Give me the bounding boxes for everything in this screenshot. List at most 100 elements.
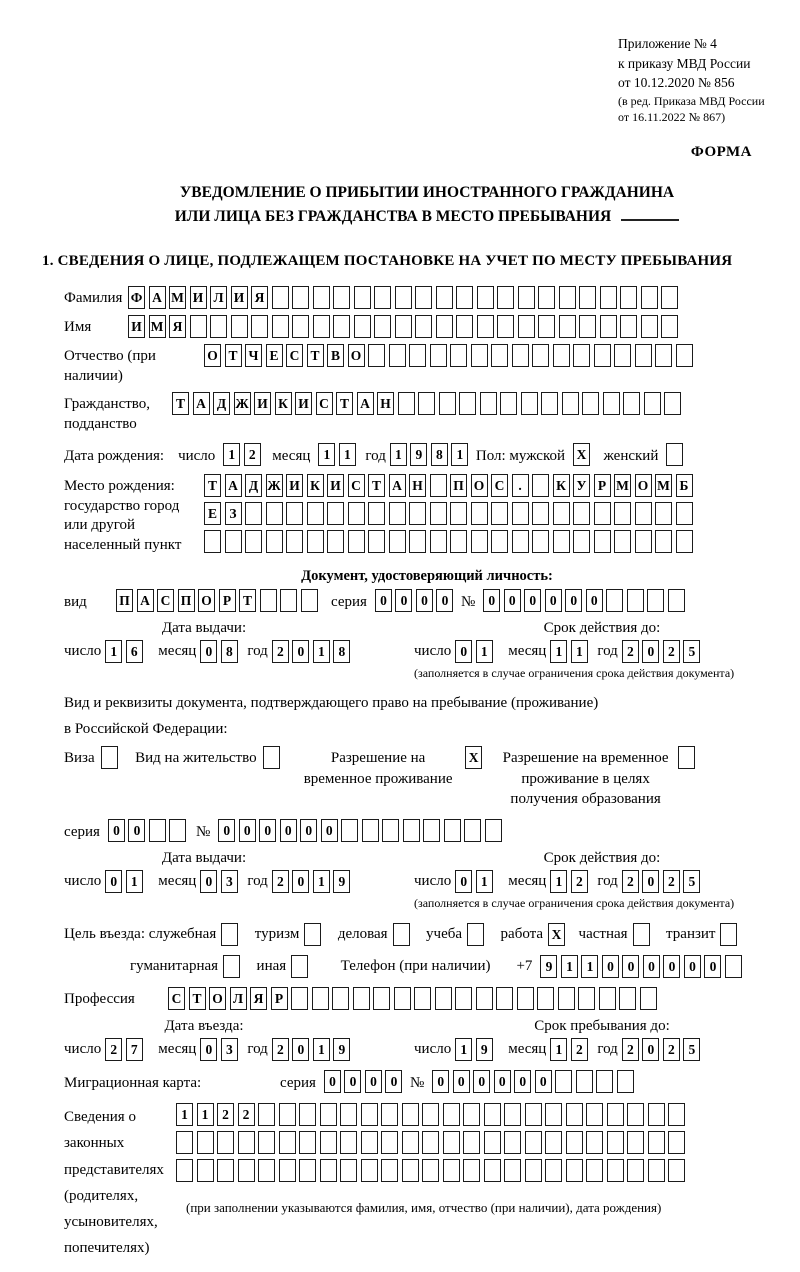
- char-box[interactable]: П: [177, 589, 195, 613]
- char-box[interactable]: Ч: [245, 344, 262, 368]
- char-box[interactable]: [555, 1070, 573, 1094]
- char-box[interactable]: [483, 1131, 501, 1155]
- char-box[interactable]: [306, 502, 324, 526]
- char-box[interactable]: [196, 1131, 214, 1155]
- char-box[interactable]: 0: [107, 819, 125, 843]
- char-box[interactable]: И: [254, 392, 271, 416]
- char-box[interactable]: С: [347, 474, 365, 498]
- char-box[interactable]: 0: [436, 589, 454, 613]
- char-box[interactable]: [388, 530, 406, 554]
- char-box[interactable]: 2: [662, 1038, 680, 1062]
- char-box[interactable]: [341, 819, 359, 843]
- char-box[interactable]: [258, 1103, 275, 1127]
- char-box[interactable]: [429, 530, 447, 554]
- char-box[interactable]: 0: [452, 1070, 470, 1094]
- char-box[interactable]: [368, 530, 385, 554]
- char-box[interactable]: Т: [368, 474, 385, 498]
- char-box[interactable]: Л: [229, 987, 247, 1011]
- char-box[interactable]: 1: [455, 1038, 473, 1062]
- char-box[interactable]: [189, 315, 207, 339]
- char-box[interactable]: 1: [105, 640, 123, 664]
- char-box[interactable]: [368, 502, 385, 526]
- char-box[interactable]: [409, 502, 426, 526]
- transit-checkbox[interactable]: [720, 923, 738, 947]
- char-box[interactable]: К: [306, 474, 324, 498]
- char-box[interactable]: [504, 1131, 521, 1155]
- char-box[interactable]: [422, 1103, 439, 1127]
- char-box[interactable]: [360, 1103, 378, 1127]
- char-box[interactable]: 0: [128, 819, 146, 843]
- char-box[interactable]: 0: [395, 589, 413, 613]
- char-box[interactable]: 2: [237, 1103, 255, 1127]
- char-box[interactable]: [259, 589, 277, 613]
- char-box[interactable]: А: [388, 474, 406, 498]
- char-box[interactable]: [675, 344, 693, 368]
- char-box[interactable]: [619, 987, 636, 1011]
- char-box[interactable]: 8: [430, 443, 448, 467]
- char-box[interactable]: [245, 530, 262, 554]
- char-box[interactable]: [634, 530, 652, 554]
- char-box[interactable]: 1: [312, 640, 330, 664]
- char-box[interactable]: [463, 1131, 480, 1155]
- char-box[interactable]: [176, 1131, 193, 1155]
- char-box[interactable]: [606, 1103, 624, 1127]
- char-box[interactable]: [271, 315, 289, 339]
- char-box[interactable]: [593, 530, 611, 554]
- char-box[interactable]: [579, 315, 596, 339]
- male-sex-checkbox[interactable]: X: [573, 443, 591, 467]
- char-box[interactable]: [422, 1131, 439, 1155]
- char-box[interactable]: Р: [593, 474, 611, 498]
- char-box[interactable]: 2: [570, 1038, 588, 1062]
- char-box[interactable]: И: [295, 392, 312, 416]
- char-box[interactable]: [450, 502, 467, 526]
- phone-digit-box[interactable]: 9: [540, 955, 558, 979]
- char-box[interactable]: Я: [169, 315, 186, 339]
- char-box[interactable]: [353, 286, 371, 310]
- char-box[interactable]: [401, 1103, 419, 1127]
- char-box[interactable]: 0: [374, 589, 392, 613]
- char-box[interactable]: [464, 819, 482, 843]
- char-box[interactable]: [438, 392, 456, 416]
- char-box[interactable]: 1: [312, 1038, 330, 1062]
- char-box[interactable]: П: [450, 474, 467, 498]
- char-box[interactable]: [647, 589, 665, 613]
- char-box[interactable]: Я: [250, 987, 267, 1011]
- char-box[interactable]: 6: [125, 640, 143, 664]
- char-box[interactable]: 0: [432, 1070, 450, 1094]
- char-box[interactable]: [532, 530, 549, 554]
- char-box[interactable]: [668, 1103, 685, 1127]
- char-box[interactable]: 3: [220, 1038, 238, 1062]
- char-box[interactable]: [537, 987, 554, 1011]
- char-box[interactable]: [311, 987, 329, 1011]
- char-box[interactable]: 0: [455, 640, 473, 664]
- char-box[interactable]: [614, 530, 631, 554]
- char-box[interactable]: 1: [550, 870, 568, 894]
- char-box[interactable]: [291, 987, 308, 1011]
- char-box[interactable]: [327, 530, 344, 554]
- char-box[interactable]: [368, 344, 385, 368]
- char-box[interactable]: О: [634, 474, 652, 498]
- char-box[interactable]: Ж: [233, 392, 251, 416]
- char-box[interactable]: 9: [333, 870, 351, 894]
- char-box[interactable]: [558, 286, 576, 310]
- char-box[interactable]: [599, 286, 617, 310]
- char-box[interactable]: 1: [475, 870, 493, 894]
- char-box[interactable]: 0: [292, 1038, 310, 1062]
- char-box[interactable]: 0: [105, 870, 123, 894]
- char-box[interactable]: [148, 819, 166, 843]
- char-box[interactable]: [614, 344, 631, 368]
- char-box[interactable]: 2: [271, 640, 289, 664]
- char-box[interactable]: [463, 1103, 480, 1127]
- char-box[interactable]: [393, 987, 411, 1011]
- char-box[interactable]: [374, 315, 391, 339]
- char-box[interactable]: 2: [621, 870, 639, 894]
- char-box[interactable]: 1: [550, 640, 568, 664]
- char-box[interactable]: 0: [534, 1070, 552, 1094]
- char-box[interactable]: С: [286, 344, 303, 368]
- char-box[interactable]: [394, 286, 412, 310]
- char-box[interactable]: [491, 530, 508, 554]
- female-sex-checkbox[interactable]: [666, 443, 684, 467]
- char-box[interactable]: [541, 392, 558, 416]
- char-box[interactable]: [557, 987, 575, 1011]
- char-box[interactable]: 0: [503, 589, 521, 613]
